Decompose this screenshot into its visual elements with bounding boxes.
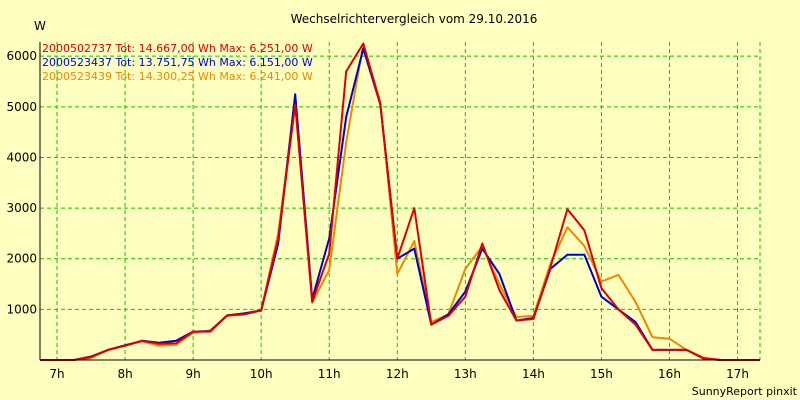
legend-entry-0: 2000502737 Tot: 14.667,00 Wh Max: 6.251,… [42, 42, 313, 55]
x-tick-label: 16h [658, 367, 681, 381]
y-tick-labels: 1000 2000 3000 4000 5000 6000 [6, 49, 37, 316]
x-tick-label: 14h [522, 367, 545, 381]
x-tick-label: 9h [185, 367, 200, 381]
legend-entry-1: 2000523437 Tot: 13.751,75 Wh Max: 6.151,… [42, 56, 313, 69]
x-tick-labels: 7h 8h 9h 10h 11h 12h 13h 14h 15h 16h 17h [49, 367, 749, 381]
chart-title: Wechselrichtervergleich vom 29.10.2016 [291, 12, 538, 26]
y-tick-label: 2000 [6, 252, 37, 266]
series-line-0 [40, 42, 760, 361]
x-tick-label: 8h [117, 367, 132, 381]
y-axis-unit: W [34, 19, 46, 33]
x-tick-label: 13h [454, 367, 477, 381]
y-tick-label: 6000 [6, 49, 37, 63]
y-tick-label: 1000 [6, 302, 37, 316]
grid [40, 42, 761, 360]
x-tick-label: 10h [250, 367, 273, 381]
legend: 2000502737 Tot: 14.667,00 Wh Max: 6.251,… [42, 42, 313, 83]
x-tick-label: 11h [318, 367, 341, 381]
series-line-2 [40, 43, 760, 361]
y-tick-label: 5000 [6, 100, 37, 114]
series-lines [40, 42, 760, 361]
x-tick-label: 17h [726, 367, 749, 381]
y-tick-label: 3000 [6, 201, 37, 215]
x-tick-label: 15h [590, 367, 613, 381]
x-tick-label: 12h [386, 367, 409, 381]
footer-credit: SunnyReport pinxit [692, 385, 798, 398]
y-tick-label: 4000 [6, 150, 37, 164]
legend-entry-2: 2000523439 Tot: 14.300,25 Wh Max: 6.241,… [42, 70, 313, 83]
x-tick-label: 7h [49, 367, 64, 381]
